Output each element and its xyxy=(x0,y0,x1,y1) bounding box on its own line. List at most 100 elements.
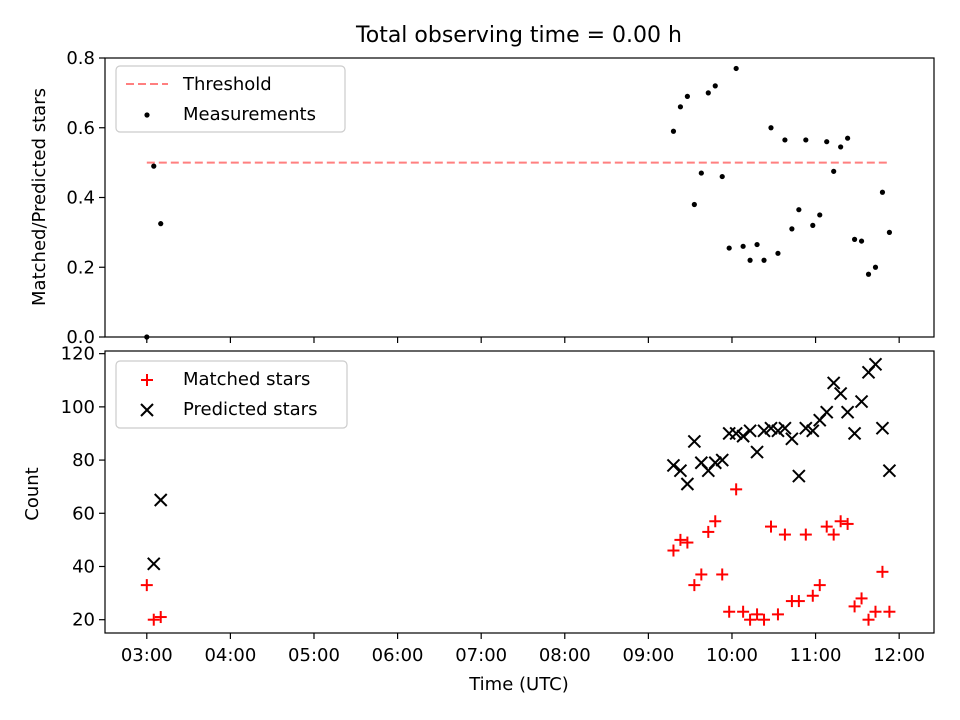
measurement-point xyxy=(670,128,677,134)
ratio-panel: 0.00.20.40.60.8 Matched/Predicted stars … xyxy=(29,48,935,348)
count-legend: Matched stars Predicted stars xyxy=(115,360,348,429)
matched-star-point xyxy=(695,568,708,581)
legend-measurements-swatch xyxy=(144,112,150,118)
count-y-tick-label: 40 xyxy=(72,556,95,577)
legend-matched-swatch xyxy=(141,374,153,386)
ratio-y-tick-label: 0.6 xyxy=(66,118,95,139)
predicted-x-b xyxy=(708,456,722,470)
predicted-x-b xyxy=(743,424,757,438)
predicted-star-point xyxy=(680,477,695,491)
matched-star-point xyxy=(674,533,687,546)
measurement-point xyxy=(747,257,753,263)
predicted-x-b xyxy=(771,424,785,438)
matched-star-point xyxy=(771,608,784,621)
matched-star-point xyxy=(681,536,694,549)
predicted-star-point xyxy=(757,424,771,438)
ratio-legend-frame xyxy=(115,65,346,133)
predicted-x-b xyxy=(736,429,750,443)
matched-star-point xyxy=(820,520,833,533)
matched-star-point xyxy=(147,613,160,626)
matched-star-point xyxy=(827,528,840,541)
measurement-point xyxy=(677,104,684,110)
measurement-point xyxy=(705,90,711,96)
count-y-tick-label: 20 xyxy=(72,610,95,631)
matched-star-point xyxy=(751,608,764,621)
count-plot-frame xyxy=(104,350,935,634)
legend-predicted-label: Predicted stars xyxy=(183,399,317,420)
count-y-axis: 20 40 60 80 100 120 xyxy=(61,344,105,631)
predicted-x-b xyxy=(757,424,771,438)
predicted-x-b xyxy=(840,405,855,419)
predicted-star-point xyxy=(820,405,834,419)
x-tick-label: 06:00 xyxy=(372,645,424,666)
measurement-point xyxy=(886,229,893,235)
matched-star-point xyxy=(154,611,167,624)
matched-star-point xyxy=(667,544,680,557)
predicted-star-point xyxy=(771,424,785,438)
predicted-x-b xyxy=(764,421,778,435)
predicted-star-point xyxy=(154,493,168,507)
measurement-point xyxy=(726,245,732,251)
matched-star-point xyxy=(834,515,847,528)
predicted-star-point xyxy=(687,434,702,449)
matched-star-point xyxy=(841,517,854,530)
predicted-star-point xyxy=(826,376,841,390)
matched-star-point xyxy=(778,528,791,541)
measurement-point xyxy=(158,221,164,227)
measurement-point xyxy=(865,271,872,277)
count-x-axis: 03:00 04:00 05:00 06:00 07:00 08:00 09:00 10:00… xyxy=(121,633,925,666)
matched-star-point xyxy=(140,579,153,592)
count-y-tick-label: 60 xyxy=(72,503,95,524)
measurement-point xyxy=(858,238,865,244)
predicted-star-point xyxy=(673,464,688,478)
predicted-x-b xyxy=(806,424,820,438)
measurement-point xyxy=(789,226,795,232)
predicted-star-point xyxy=(806,424,820,438)
matched-star-point xyxy=(716,568,729,581)
predicted-x-b xyxy=(687,434,702,449)
predicted-x-b xyxy=(785,432,799,446)
legend-predicted-swatch xyxy=(140,403,154,417)
measurement-point xyxy=(754,241,760,248)
predicted-x-b xyxy=(833,386,848,401)
x-tick-label: 03:00 xyxy=(121,645,173,666)
x-axis-label: Time (UTC) xyxy=(468,674,569,695)
predicted-x-b xyxy=(826,376,841,390)
measurement-point xyxy=(698,170,704,176)
measurement-point xyxy=(719,173,725,180)
measurement-point xyxy=(810,222,816,228)
predicted-x-b xyxy=(154,493,168,507)
ratio-y-axis: 0.0 0.2 0.4 0.6 0.8 xyxy=(66,48,105,348)
predicted-x-b xyxy=(847,426,862,441)
x-tick-label: 05:00 xyxy=(288,645,340,666)
predicted-x-b xyxy=(694,456,709,470)
predicted-x-b xyxy=(147,557,161,571)
measurement-point xyxy=(796,207,802,213)
count-y-axis-label: Count xyxy=(22,467,43,520)
x-tick-label: 07:00 xyxy=(455,645,507,666)
x-tick-label: 12:00 xyxy=(873,645,925,666)
matched-star-point xyxy=(744,613,757,626)
count-y-tick-label: 120 xyxy=(61,344,95,365)
predicted-x-b xyxy=(778,421,792,435)
count-y-tick-label: 80 xyxy=(72,450,95,471)
ratio-y-tick-label: 0.2 xyxy=(66,257,95,278)
measurement-point xyxy=(782,137,788,143)
predicted-star-point xyxy=(854,394,869,409)
predicted-star-point xyxy=(847,426,862,441)
measurement-point xyxy=(733,65,739,72)
ratio-y-tick-label: 0.0 xyxy=(66,327,95,348)
measurement-point xyxy=(775,250,781,256)
legend-matched-label: Matched stars xyxy=(183,369,310,390)
matched-star-point xyxy=(848,600,861,613)
predicted-star-point xyxy=(764,421,778,435)
predicted-star-point xyxy=(840,405,855,419)
predicted-x-b xyxy=(680,477,695,491)
predicted-x-b xyxy=(729,426,743,441)
predicted-x-b xyxy=(666,458,681,473)
matched-star-point xyxy=(869,605,882,618)
measurement-point xyxy=(831,168,837,174)
x-tick-label: 09:00 xyxy=(622,645,674,666)
matched-star-point xyxy=(806,589,819,602)
chart-title: Total observing time = 0.00 h xyxy=(355,23,682,48)
